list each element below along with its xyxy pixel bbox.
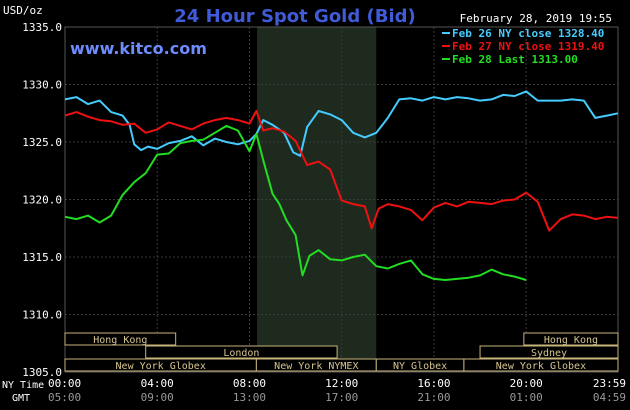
- x-axis-label-ny: NY Time: [2, 380, 44, 391]
- y-tick-label: 1305.0: [22, 366, 62, 379]
- y-tick-label: 1310.0: [22, 309, 62, 322]
- x-tick-label-ny: 20:00: [510, 377, 543, 390]
- session-box: [64, 332, 177, 346]
- y-tick-label: 1320.0: [22, 194, 62, 207]
- x-tick-label-gmt: 01:00: [510, 391, 543, 404]
- session-label: New York NYMEX: [274, 361, 358, 372]
- y-tick-label: 1330.0: [22, 79, 62, 92]
- legend-entry: Feb 28 Last 1313.00: [452, 53, 578, 66]
- legend-entry: Feb 26 NY close 1328.40: [452, 27, 604, 40]
- x-tick-label-ny: 12:00: [325, 377, 358, 390]
- y-tick-label: 1335.0: [22, 21, 62, 34]
- x-tick-label-ny: 23:59: [593, 377, 626, 390]
- x-tick-label-gmt: 21:00: [417, 391, 450, 404]
- x-axis-label-gmt: GMT: [12, 393, 30, 404]
- x-tick-label-gmt: 17:00: [325, 391, 358, 404]
- y-tick-label: 1325.0: [22, 136, 62, 149]
- x-tick-label-ny: 08:00: [233, 377, 266, 390]
- session-label: Sydney: [531, 348, 567, 359]
- x-tick-label-gmt: 13:00: [233, 391, 266, 404]
- session-box: [463, 358, 619, 372]
- session-label: Hong Kong: [544, 335, 598, 346]
- series-line-2: [64, 109, 618, 232]
- timestamp: February 28, 2019 19:55: [460, 12, 612, 25]
- session-label: New York Globex: [116, 361, 206, 372]
- site-watermark: www.kitco.com: [70, 39, 207, 58]
- x-tick-label-gmt: 05:00: [48, 391, 81, 404]
- session-label: London: [223, 348, 259, 359]
- x-tick-label-ny: 04:00: [141, 377, 174, 390]
- y-axis-ticks: 1335.0 1330.0 1325.0 1320.0 1315.0 1310.0 1305…: [22, 21, 62, 379]
- x-tick-label-ny: 16:00: [417, 377, 450, 390]
- series-line-3: [64, 124, 527, 281]
- session-label: NY Globex: [393, 361, 447, 372]
- x-tick-label-gmt: 09:00: [141, 391, 174, 404]
- chart-title: 24 Hour Spot Gold (Bid): [174, 6, 415, 27]
- legend-entry: Feb 27 NY close 1319.40: [452, 40, 604, 53]
- session-label: Hong Kong: [93, 335, 147, 346]
- y-axis-label: USD/oz: [3, 4, 43, 17]
- session-label: New York Globex: [496, 361, 586, 372]
- session-box: [479, 345, 619, 359]
- y-tick-label: 1315.0: [22, 251, 62, 264]
- price-series: [64, 90, 619, 281]
- session-box: [145, 345, 338, 359]
- series-line-1: [64, 90, 619, 157]
- plot-frame: [64, 26, 619, 373]
- x-tick-label-gmt: 04:59: [593, 391, 626, 404]
- x-tick-label-ny: 00:00: [48, 377, 81, 390]
- grid: [64, 26, 619, 373]
- session-box: [523, 332, 619, 346]
- trading-sessions: Hong Kong Hong Kong London Sydney New York G…: [64, 332, 619, 372]
